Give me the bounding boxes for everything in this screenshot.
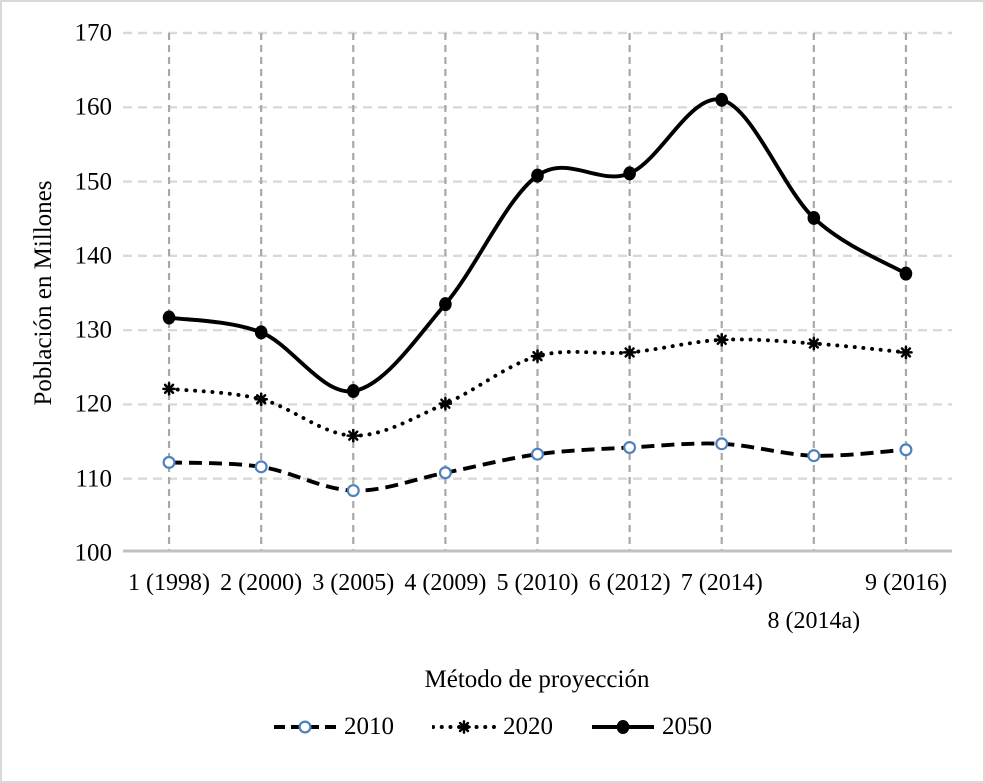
series-2010-marker: [807, 449, 821, 463]
series-2050-marker: [162, 310, 176, 325]
x-tick-label: 4 (2009): [404, 570, 487, 596]
series-2020-marker: [903, 349, 909, 356]
legend-swatch-solid: [592, 719, 654, 734]
series-2010-line: [168, 441, 907, 493]
y-tick-label: 140: [74, 242, 113, 270]
x-tick-label: 3 (2005): [312, 570, 395, 596]
y-tick-label: 130: [74, 316, 113, 344]
y-tick-label: 170: [74, 19, 113, 47]
series-2020-marker: [811, 340, 817, 347]
x-tick-label: 2 (2000): [220, 570, 303, 596]
legend-label: 2050: [662, 713, 712, 740]
y-tick-label: 160: [74, 93, 113, 121]
legend-label: 2010: [344, 713, 394, 740]
series-2010-marker: [162, 455, 176, 469]
x-tick-label: 8 (2014a): [767, 608, 861, 634]
series-2050-marker: [899, 266, 913, 281]
y-axis-title: Población en Millones: [30, 180, 57, 406]
series-2050-marker: [346, 384, 360, 399]
x-axis-title: Método de proyección: [424, 666, 650, 693]
series-2010-marker: [623, 441, 637, 455]
series-2050-marker: [254, 325, 268, 340]
legend-label: 2020: [503, 713, 553, 740]
series-2010-marker: [438, 466, 452, 480]
legend-swatch-dotted: [432, 719, 496, 734]
y-tick-label: 100: [74, 539, 113, 567]
y-tick-label: 120: [74, 390, 113, 418]
series-2050-marker: [439, 297, 452, 312]
x-tick-label: 1 (1998): [128, 570, 211, 596]
series-2020-marker: [719, 337, 725, 343]
x-tick-label: 9 (2016): [864, 570, 947, 596]
series-2020-marker: [350, 433, 356, 439]
x-tick-label: 6 (2012): [588, 570, 671, 596]
series-2050-marker: [807, 210, 821, 225]
series-2010-marker: [899, 443, 913, 457]
series-2020-marker: [627, 349, 633, 356]
series-2020-marker: [258, 396, 264, 402]
legend-item-2020: 2020: [432, 714, 553, 739]
series-2020-marker: [534, 353, 541, 359]
series-2010-marker: [715, 437, 729, 451]
series-2020-line: [167, 337, 908, 438]
series-2010-marker: [346, 484, 360, 498]
series-2050-marker: [531, 168, 544, 183]
series-2020-marker: [442, 401, 448, 407]
y-tick-label: 150: [74, 168, 113, 196]
y-tick-label: 110: [75, 465, 112, 493]
series-2020-marker: [166, 386, 172, 392]
legend: 2010 2020 2050: [0, 714, 985, 739]
series-2050-marker: [623, 166, 636, 181]
legend-item-2010: 2010: [273, 714, 394, 739]
series-2010-marker: [530, 447, 544, 461]
x-tick-label: 7 (2014): [680, 570, 763, 596]
series-2050-marker: [715, 92, 729, 107]
legend-item-2050: 2050: [591, 714, 712, 739]
legend-swatch-dashed: [274, 719, 336, 734]
series-2010-marker: [254, 460, 268, 474]
x-tick-label: 5 (2010): [496, 570, 579, 596]
